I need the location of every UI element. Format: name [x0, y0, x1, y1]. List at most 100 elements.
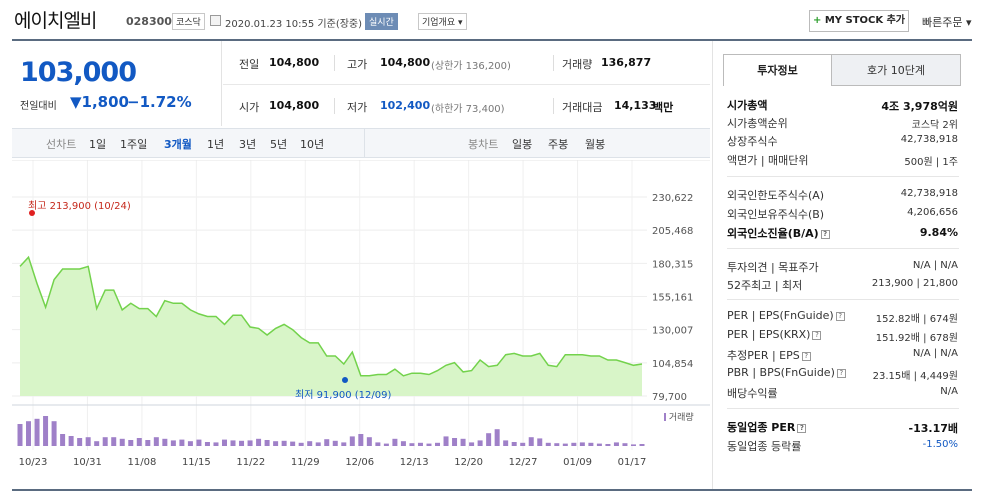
x-tick-label: 11/08 — [127, 457, 156, 468]
price-line — [19, 255, 643, 377]
current-price: 103,000 — [20, 57, 137, 88]
volume-legend-swatch — [664, 413, 666, 421]
volume-bar — [51, 421, 57, 446]
volume-bar — [264, 440, 270, 446]
period-1w[interactable]: 1주일 — [120, 138, 148, 151]
realtime-badge[interactable]: 실시간 — [365, 13, 398, 30]
y-tick-label: 155,161 — [652, 293, 693, 304]
x-tick-label: 11/22 — [236, 457, 265, 468]
help-icon[interactable]: ? — [836, 369, 846, 378]
period-3y[interactable]: 3년 — [239, 138, 257, 151]
period-bar: 선차트 1일 1주일 3개월 1년 3년 5년 10년 봉차트 일봉 주봉 월봉 — [12, 128, 710, 158]
52w-high-low-label: 52주최고 | 최저 — [727, 277, 802, 293]
y-tick-label: 230,622 — [652, 193, 693, 204]
amount-value: 14,133 — [614, 99, 657, 112]
period-1d[interactable]: 1일 — [89, 138, 107, 151]
help-icon[interactable]: ? — [812, 331, 822, 340]
volume-bar — [196, 439, 202, 446]
x-tick-label: 11/15 — [182, 457, 211, 468]
listed-shares-value: 42,738,918 — [900, 134, 958, 145]
volume-bar — [162, 438, 168, 446]
period-5y[interactable]: 5년 — [270, 138, 288, 151]
candle-monthly[interactable]: 월봉 — [585, 138, 606, 151]
volume-bar — [562, 443, 568, 446]
foreign-exhaustion-rate-label: 외국인소진율(B/A)? — [727, 225, 830, 241]
volume-bar — [187, 441, 193, 446]
y-tick-label: 180,315 — [652, 259, 693, 270]
volume-bar — [554, 443, 560, 446]
volume-bar — [290, 441, 296, 446]
volume-bar — [571, 442, 577, 446]
52w-high-low-value: 213,900 | 21,800 — [871, 278, 958, 289]
help-icon[interactable]: ? — [820, 230, 830, 239]
listed-shares-label: 상장주식수 — [727, 133, 778, 149]
foreign-limit-shares-value: 42,738,918 — [900, 188, 958, 199]
company-name: 에이치엘비 — [14, 10, 97, 32]
divider — [364, 129, 365, 158]
volume-bar — [639, 444, 645, 446]
foreign-exhaustion-rate-value: 9.84% — [919, 226, 958, 239]
y-tick-label: 104,854 — [652, 359, 693, 370]
face-value-unit-value: 500원 | 1주 — [904, 157, 958, 168]
x-tick-label: 12/06 — [345, 457, 374, 468]
volume-bar — [579, 442, 585, 446]
tab-investment-info[interactable]: 투자정보 — [723, 54, 832, 86]
y-tick-label: 205,468 — [652, 226, 693, 237]
volume-bar — [102, 437, 108, 446]
row-label-text: 상장주식수 — [727, 135, 778, 148]
tab-orderbook[interactable]: 호가 10단계 — [831, 54, 961, 86]
market-cap-rank-value: 코스닥 2위 — [911, 120, 958, 131]
volume-bar — [613, 442, 619, 446]
my-stock-add-button[interactable]: + MY STOCK 추가 — [809, 10, 909, 32]
period-1y[interactable]: 1년 — [207, 138, 225, 151]
candle-daily[interactable]: 일봉 — [512, 138, 533, 151]
volume-bar — [417, 442, 423, 446]
y-tick-label: 130,007 — [652, 326, 693, 337]
period-3m[interactable]: 3개월 — [164, 138, 192, 151]
period-10y[interactable]: 10년 — [300, 138, 325, 151]
volume-bar — [170, 440, 176, 446]
volume-bar — [452, 438, 458, 446]
candle-chart-label: 봉차트 — [468, 138, 499, 151]
volume-bar — [443, 436, 449, 446]
volume-bar — [435, 442, 441, 446]
volume-bar — [528, 437, 534, 446]
down-triangle-icon: ▼ — [70, 93, 82, 111]
volume-value: 136,877 — [601, 56, 652, 69]
change-rate: −1.72% — [127, 93, 192, 111]
volume-bar — [128, 440, 134, 446]
company-info-dropdown[interactable]: 기업개요 ▾ — [418, 13, 467, 30]
volume-bar — [324, 439, 330, 446]
high-label: 고가 — [347, 58, 368, 71]
volume-bar — [409, 443, 415, 446]
prev-close-label: 전일 — [239, 58, 260, 71]
company-info-label: 기업개요 — [422, 18, 456, 28]
volume-bar — [486, 433, 492, 446]
candle-weekly[interactable]: 주봉 — [548, 138, 569, 151]
volume-bar — [85, 437, 91, 446]
amount-unit: 백만 — [653, 101, 674, 114]
volume-bar — [43, 416, 49, 446]
x-tick-label: 01/09 — [563, 457, 592, 468]
opinion-target-price-label: 투자의견 | 목표주가 — [727, 259, 819, 275]
low-label: 저가 — [347, 101, 368, 114]
row-label-text: 동일업종 PER — [727, 421, 796, 434]
volume-bar — [213, 442, 219, 446]
help-icon[interactable]: ? — [797, 424, 807, 433]
est-per-eps-label: 추정PER | EPS? — [727, 347, 811, 363]
help-icon[interactable]: ? — [835, 312, 845, 321]
help-icon[interactable]: ? — [801, 352, 811, 361]
row-label-text: 외국인소진율(B/A) — [727, 227, 819, 240]
volume-bar — [537, 438, 543, 446]
per-eps-krx-label: PER | EPS(KRX)? — [727, 328, 822, 341]
volume-bar — [349, 436, 355, 446]
price-box: 103,000 전일대비 ▼1,800 −1.72% — [12, 41, 222, 126]
divider — [12, 39, 972, 41]
row-label-text: 추정PER | EPS — [727, 349, 800, 362]
volume-bar — [281, 440, 287, 446]
quick-order-dropdown[interactable]: 빠른주문 ▾ — [922, 14, 972, 30]
volume-bar — [204, 442, 210, 446]
volume-bar — [111, 437, 117, 446]
line-chart-label: 선차트 — [46, 138, 77, 151]
volume-bar — [34, 418, 40, 446]
